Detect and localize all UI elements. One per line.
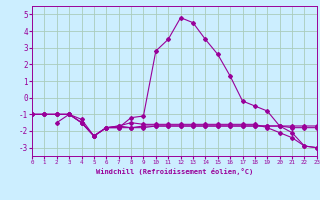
- X-axis label: Windchill (Refroidissement éolien,°C): Windchill (Refroidissement éolien,°C): [96, 168, 253, 175]
